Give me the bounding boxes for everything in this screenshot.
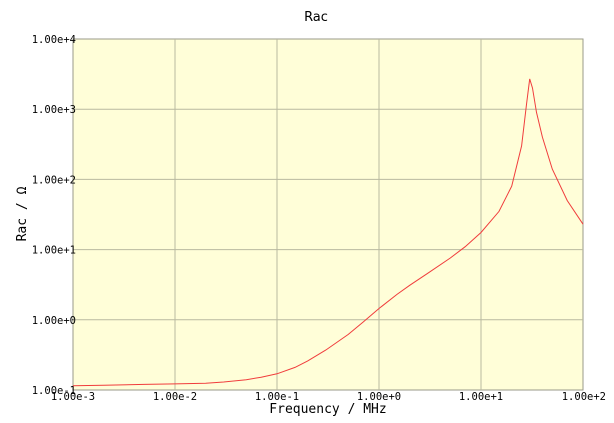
- y-tick-labels: 1.00e-1 1.00e+0 1.00e+1 1.00e+2 1.00e+3 1.00e…: [32, 34, 76, 397]
- y-tick-label: 1.00e-1: [32, 385, 76, 397]
- y-tick-label: 1.00e+0: [32, 315, 76, 327]
- x-tick-label: 1.00e+0: [357, 391, 401, 403]
- y-tick-label: 1.00e+2: [32, 174, 76, 186]
- x-tick-labels: 1.00e-3 1.00e-2 1.00e-1 1.00e+0 1.00e+1 1.00e…: [51, 391, 606, 403]
- x-axis-label: Frequency / MHz: [269, 402, 386, 417]
- x-tick-label: 1.00e-1: [255, 391, 299, 403]
- x-tick-label: 1.00e+2: [562, 391, 606, 403]
- chart-title: Rac: [304, 10, 328, 25]
- y-tick-label: 1.00e+1: [32, 245, 76, 257]
- y-axis-label: Rac / Ω: [15, 186, 30, 241]
- rac-series-line: [72, 78, 584, 387]
- x-tick-label: 1.00e-2: [153, 391, 197, 403]
- x-tick-label: 1.00e-3: [51, 391, 95, 403]
- grid-lines: [73, 39, 583, 390]
- plot-area: [72, 38, 584, 391]
- x-tick-label: 1.00e+1: [459, 391, 503, 403]
- y-tick-label: 1.00e+4: [32, 34, 76, 46]
- y-tick-label: 1.00e+3: [32, 104, 76, 116]
